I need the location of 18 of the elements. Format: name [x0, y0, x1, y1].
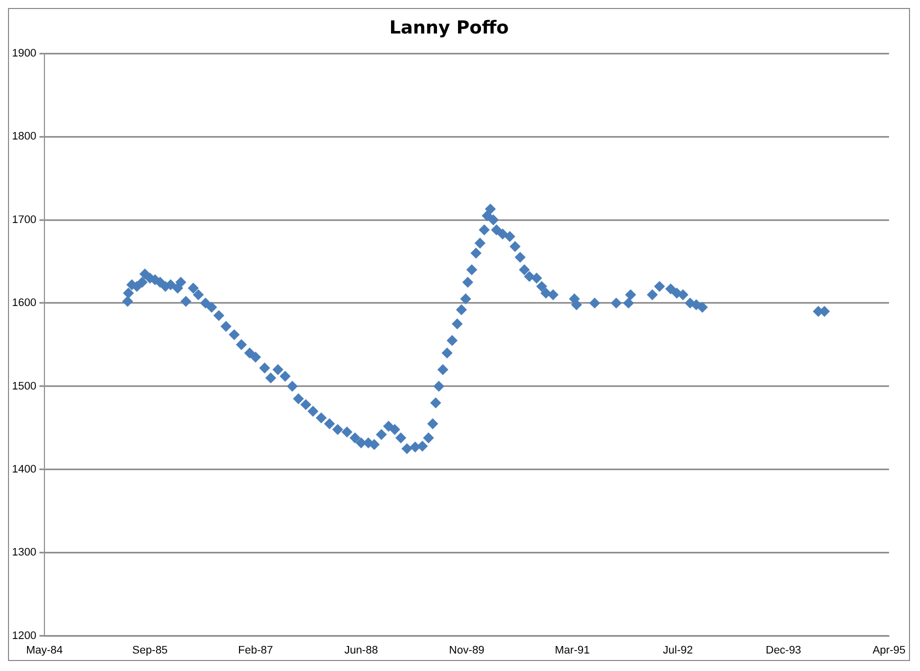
x-tick-label: Feb-87	[238, 644, 273, 656]
x-tick-label: Apr-95	[872, 644, 906, 656]
y-tick-label: 1500	[12, 380, 36, 392]
x-tick-label: Dec-93	[766, 644, 802, 656]
x-tick-label: Nov-89	[449, 644, 484, 656]
y-tick-label: 1400	[12, 463, 36, 476]
x-tick-label: Jun-88	[344, 644, 378, 656]
chart-title: Lanny Poffo	[389, 17, 509, 38]
y-tick-label: 1800	[12, 130, 36, 143]
y-tick-label: 1300	[12, 546, 36, 559]
y-tick-label: 1600	[12, 297, 36, 310]
y-tick-label: 1900	[12, 47, 36, 60]
x-tick-label: Jul-92	[662, 644, 693, 656]
x-tick-label: Mar-91	[554, 644, 590, 656]
x-tick-label: May-84	[26, 644, 63, 656]
y-tick-label: 1700	[12, 214, 36, 226]
x-tick-label: Sep-85	[132, 644, 168, 656]
y-tick-label: 1200	[12, 630, 36, 642]
